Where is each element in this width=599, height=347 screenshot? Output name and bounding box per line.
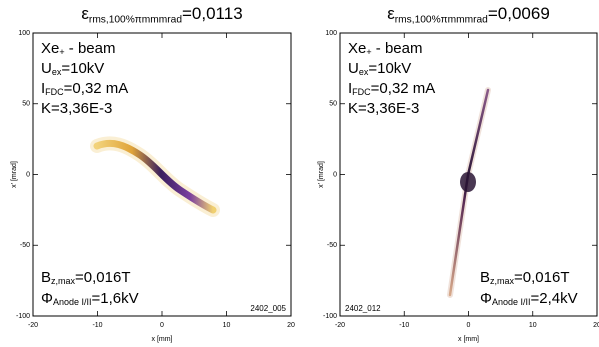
y-tick-label: 0 <box>26 171 30 178</box>
x-tick-label: -10 <box>92 322 102 329</box>
annotation-sub: z,max <box>51 276 76 286</box>
annotation: Uex=10kV <box>348 60 411 77</box>
x-axis-label: x [mm] <box>458 336 479 343</box>
x-tick-label: 0 <box>467 322 471 329</box>
y-tick-label: -100 <box>323 313 337 320</box>
image-id: 2402_012 <box>345 304 381 313</box>
x-tick-label: -10 <box>399 322 409 329</box>
chart-title-sub: rms,100%πmmmrad <box>89 14 182 25</box>
annotation-main: B <box>480 269 490 286</box>
annotation-main: =0,016T <box>514 269 569 286</box>
annotation-sub: ex <box>52 67 62 77</box>
annotation-main: K=3,36E-3 <box>348 100 419 117</box>
y-axis-label: x' [mrad] <box>318 161 325 188</box>
annotation-main: =1,6kV <box>92 290 139 307</box>
annotation: Xe+ - beam <box>348 40 422 57</box>
annotation-main: - beam <box>372 40 423 57</box>
annotation-main: =10kV <box>61 60 104 77</box>
annotation-main: B <box>41 269 51 286</box>
x-tick-label: -20 <box>335 322 345 329</box>
annotation-sub: FDC <box>352 87 371 97</box>
chart-title: εrms,100%πmmmrad=0,0113 <box>81 4 242 24</box>
y-tick-label: -100 <box>16 313 30 320</box>
x-axis-label: x [mm] <box>152 336 173 343</box>
annotation-main: Xe <box>348 40 366 57</box>
y-tick-label: 100 <box>325 30 337 37</box>
x-tick-label: 10 <box>529 322 537 329</box>
annotation: ΦAnode I/II=2,4kV <box>480 290 578 307</box>
y-tick-label: 50 <box>329 101 337 108</box>
annotation-main: =0,32 mA <box>64 80 129 97</box>
annotation-main: U <box>41 60 52 77</box>
annotation: IFDC=0,32 mA <box>348 80 435 97</box>
annotation-sub: FDC <box>45 87 64 97</box>
annotation: Bz,max=0,016T <box>41 269 131 286</box>
annotation-main: Xe <box>41 40 59 57</box>
annotation-main: =10kV <box>368 60 411 77</box>
x-tick-label: 20 <box>287 322 295 329</box>
chart-title-main: =0,0113 <box>182 4 243 23</box>
annotation-main: K=3,36E-3 <box>41 100 112 117</box>
annotation-main: Φ <box>480 290 492 307</box>
y-tick-label: 100 <box>18 30 30 37</box>
x-tick-label: -20 <box>28 322 38 329</box>
annotation-main: =0,016T <box>75 269 130 286</box>
annotation: K=3,36E-3 <box>41 100 112 117</box>
annotation-sub: ex <box>359 67 369 77</box>
annotation-sub: Anode I/II <box>53 297 92 307</box>
annotation: Xe+ - beam <box>41 40 115 57</box>
annotation: K=3,36E-3 <box>348 100 419 117</box>
annotation: ΦAnode I/II=1,6kV <box>41 290 139 307</box>
annotation-sub: Anode I/II <box>492 297 531 307</box>
y-tick-label: 50 <box>22 101 30 108</box>
annotation: IFDC=0,32 mA <box>41 80 128 97</box>
y-tick-label: 0 <box>333 171 337 178</box>
image-id: 2402_005 <box>250 304 286 313</box>
y-tick-label: -50 <box>20 242 30 249</box>
x-tick-label: 10 <box>223 322 231 329</box>
x-tick-label: 20 <box>593 322 599 329</box>
chart-title-main: =0,0069 <box>488 4 550 23</box>
density-core <box>460 172 476 192</box>
annotation-main: =2,4kV <box>531 290 578 307</box>
x-tick-label: 0 <box>160 322 164 329</box>
annotation: Bz,max=0,016T <box>480 269 570 286</box>
annotation-sub: z,max <box>490 276 515 286</box>
chart-title-sub: rms,100%πmmmrad <box>395 14 488 25</box>
annotation-main: - beam <box>65 40 116 57</box>
annotation-main: =0,32 mA <box>371 80 436 97</box>
annotation-main: Φ <box>41 290 53 307</box>
y-tick-label: -50 <box>327 242 337 249</box>
figure: εrms,100%πmmmrad=0,0113-20-1001020-100-5… <box>0 0 599 347</box>
y-axis-label: x' [mrad] <box>11 161 18 188</box>
annotation: Uex=10kV <box>41 60 104 77</box>
chart-title: εrms,100%πmmmrad=0,0069 <box>387 4 550 24</box>
annotation-main: U <box>348 60 359 77</box>
